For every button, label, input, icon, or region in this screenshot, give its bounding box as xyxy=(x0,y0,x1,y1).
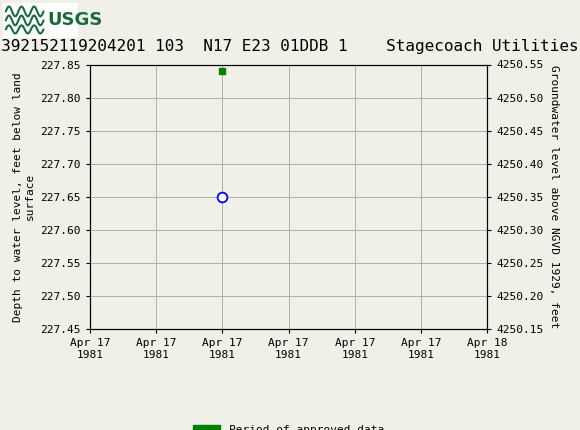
Text: USGS: USGS xyxy=(48,11,103,29)
Bar xyxy=(3,3,78,37)
Y-axis label: Depth to water level, feet below land
surface: Depth to water level, feet below land su… xyxy=(13,72,35,322)
Y-axis label: Groundwater level above NGVD 1929, feet: Groundwater level above NGVD 1929, feet xyxy=(549,65,559,329)
Text: USGS 392152119204201 103  N17 E23 01DDB 1    Stagecoach Utilities Well: USGS 392152119204201 103 N17 E23 01DDB 1… xyxy=(0,39,580,54)
Legend: Period of approved data: Period of approved data xyxy=(188,421,389,430)
